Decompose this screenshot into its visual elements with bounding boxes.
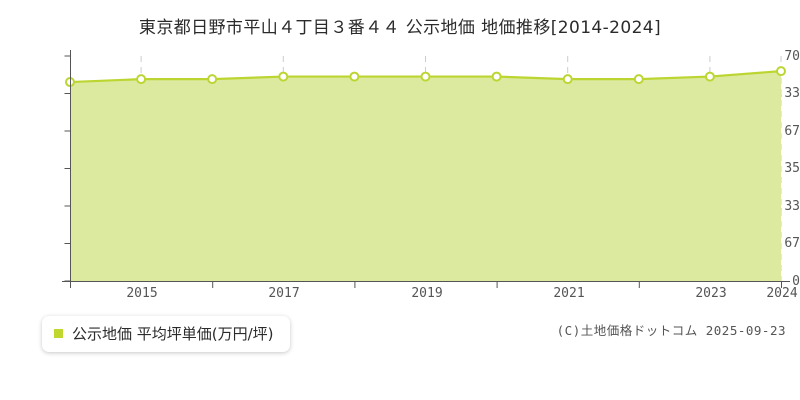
y-tick-label: 0 [792, 274, 800, 289]
y-tick-label: 70 [784, 49, 800, 64]
credit-text: (C)土地価格ドットコム 2025-09-23 [556, 323, 786, 338]
x-tick-label: 2021 [553, 286, 585, 301]
data-point [207, 74, 218, 85]
data-point [633, 74, 644, 85]
area-fill [70, 71, 781, 281]
data-point [491, 71, 502, 82]
data-point [349, 71, 360, 82]
data-point [420, 71, 431, 82]
y-axis-ticks [64, 55, 71, 282]
y-tick-label: 35 [784, 161, 800, 176]
data-point [136, 74, 147, 85]
x-axis-ticks [70, 281, 782, 288]
plot-area [65, 56, 786, 281]
legend-swatch-icon [54, 329, 63, 338]
plot-svg [65, 56, 786, 281]
chart-title: 東京都日野市平山４丁目３番４４ 公示地価 地価推移[2014-2024] [138, 18, 662, 38]
legend-label: 公示地価 平均坪単価(万円/坪) [72, 325, 274, 343]
x-tick-label: 2023 [695, 286, 727, 301]
x-tick-label: 2024 [766, 286, 798, 301]
data-point [562, 74, 573, 85]
x-tick-label: 2017 [268, 286, 300, 301]
x-tick-label: 2019 [411, 286, 443, 301]
legend: 公示地価 平均坪単価(万円/坪) [42, 316, 290, 352]
data-point-markers [65, 66, 786, 88]
data-point [776, 66, 786, 77]
data-point [278, 71, 289, 82]
x-tick-label: 2015 [126, 286, 158, 301]
data-point [704, 71, 715, 82]
